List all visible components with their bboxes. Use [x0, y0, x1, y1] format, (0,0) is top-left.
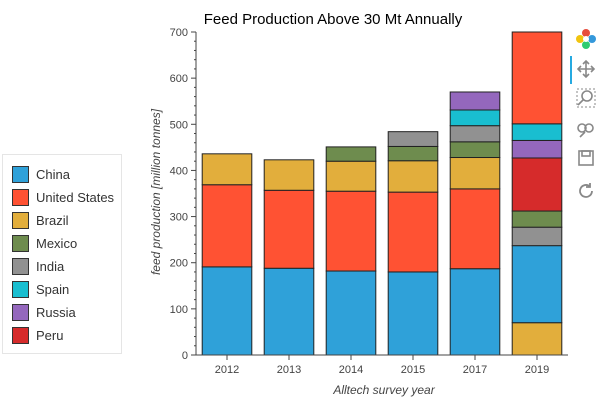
bar-2012-china	[201, 266, 253, 356]
y-tick-label: 200	[170, 258, 188, 270]
bar-2017-china	[449, 268, 501, 356]
bar-2019-brazil	[511, 322, 563, 356]
bar-2019-india	[511, 226, 563, 247]
x-axis-label: Alltech survey year	[332, 383, 435, 397]
legend-label: Brazil	[36, 212, 69, 228]
bar-2014-brazil	[325, 160, 377, 192]
bar-2019-spain	[511, 123, 563, 141]
legend-label: Mexico	[36, 235, 78, 251]
bar-2019-peru	[511, 157, 563, 212]
active-tool-indicator	[570, 56, 572, 84]
legend-label: Peru	[36, 327, 64, 343]
y-tick-label: 400	[170, 165, 188, 177]
legend-item-mexico[interactable]: Mexico	[12, 233, 77, 253]
bar-2017-mexico	[449, 141, 501, 159]
bokeh-logo-icon	[576, 29, 596, 49]
reset-icon[interactable]	[576, 181, 596, 201]
bar-2019-mexico	[511, 210, 563, 228]
pan-icon[interactable]	[576, 59, 596, 79]
legend-swatch	[12, 211, 29, 229]
bar-2019-china	[511, 245, 563, 324]
y-tick-label: 100	[170, 304, 188, 316]
x-tick-label: 2014	[339, 364, 363, 376]
bar-2014-china	[325, 270, 377, 356]
y-tick-label: 0	[182, 350, 188, 362]
bar-2013-united-states	[263, 189, 315, 269]
y-tick-label: 300	[170, 212, 188, 224]
legend-label: China	[36, 166, 70, 182]
bar-2012-brazil	[201, 153, 253, 186]
x-tick-label: 2017	[463, 364, 487, 376]
legend-swatch	[12, 165, 29, 183]
bar-2017-brazil	[449, 157, 501, 190]
x-tick-label: 2013	[277, 364, 301, 376]
legend-swatch	[12, 234, 29, 252]
bar-2012-united-states	[201, 184, 253, 268]
bar-2014-mexico	[325, 146, 377, 162]
bar-2013-china	[263, 267, 315, 356]
y-axis-label: feed production [million tonnes]	[149, 108, 163, 275]
bar-2015-brazil	[387, 160, 439, 193]
legend-label: Spain	[36, 281, 70, 297]
bar-2017-united-states	[449, 188, 501, 270]
bar-2015-mexico	[387, 145, 439, 162]
bar-2017-spain	[449, 109, 501, 127]
x-tick-label: 2012	[215, 364, 239, 376]
legend-swatch	[12, 303, 29, 321]
legend-label: Russia	[36, 304, 76, 320]
legend-swatch	[12, 257, 29, 275]
chart-title: Feed Production Above 30 Mt Annually	[204, 11, 463, 28]
legend-swatch	[12, 188, 29, 206]
legend-item-russia[interactable]: Russia	[12, 302, 76, 322]
y-tick-label: 600	[170, 73, 188, 85]
bar-2014-united-states	[325, 190, 377, 272]
y-tick-label: 500	[170, 119, 188, 131]
legend-label: United States	[36, 189, 115, 205]
plot-area: 2012 2013 2014 2015 2017 2019 0 100 200 300 400 500…	[170, 27, 568, 376]
y-tick-label: 700	[170, 27, 188, 39]
wheel-zoom-icon[interactable]	[576, 119, 596, 139]
bar-2017-india	[449, 125, 501, 143]
bar-2017-russia	[449, 91, 501, 111]
bar-2015-china	[387, 271, 439, 356]
legend-swatch	[12, 326, 29, 344]
save-icon[interactable]	[576, 148, 596, 168]
bar-2019-united-states	[511, 31, 563, 125]
x-tick-label: 2015	[401, 364, 425, 376]
legend-item-peru[interactable]: Peru	[12, 325, 63, 345]
legend-item-spain[interactable]: Spain	[12, 279, 69, 299]
toolbar	[570, 28, 600, 208]
legend-item-united-states[interactable]: United States	[12, 187, 114, 207]
legend: China United States Brazil Mexico India Spain…	[2, 154, 122, 354]
legend-item-china[interactable]: China	[12, 164, 70, 184]
legend-item-india[interactable]: India	[12, 256, 64, 276]
bar-2015-india	[387, 131, 439, 147]
bar-2015-united-states	[387, 191, 439, 273]
bar-2019-russia	[511, 139, 563, 159]
bar-2013-brazil	[263, 159, 315, 191]
box-zoom-icon[interactable]	[576, 88, 596, 108]
x-tick-label: 2019	[525, 364, 549, 376]
legend-swatch	[12, 280, 29, 298]
legend-label: India	[36, 258, 65, 274]
legend-item-brazil[interactable]: Brazil	[12, 210, 69, 230]
